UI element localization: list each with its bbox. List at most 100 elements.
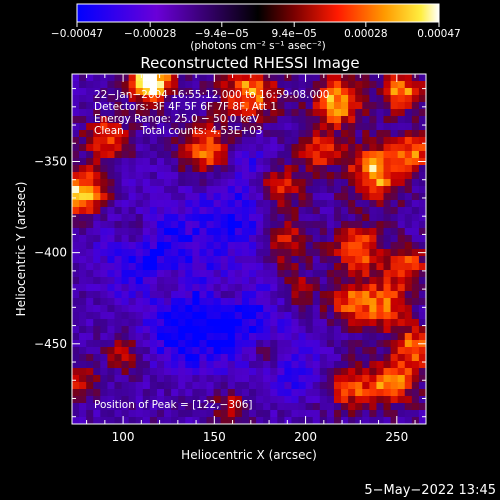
heatmap-cell [185,144,193,152]
heatmap-cell [397,249,406,257]
heatmap-cell [121,270,130,278]
heatmap-cell [390,95,399,103]
heatmap-cell [277,193,285,201]
heatmap-cell [341,382,349,390]
heatmap-cell [72,74,80,82]
heatmap-cell [369,158,377,166]
heatmap-cell [263,333,271,341]
heatmap-cell [114,326,122,334]
heatmap-cell [220,74,229,82]
heatmap-cell [164,102,172,110]
heatmap-cell [326,207,335,215]
heatmap-cell [199,375,207,383]
heatmap-cell [107,263,115,271]
heatmap-cell [164,207,172,215]
heatmap-cell [418,319,427,327]
heatmap-cell [86,235,94,243]
heatmap-cell [298,347,307,355]
heatmap-cell [291,235,299,243]
heatmap-cell [270,305,278,313]
heatmap-cell [234,95,243,103]
heatmap-cell [249,340,257,348]
heatmap-cell [249,326,257,334]
heatmap-cell [72,144,80,152]
heatmap-cell [149,221,158,229]
heatmap-cell [312,95,321,103]
heatmap-cell [411,368,420,376]
heatmap-cell [227,375,236,383]
heatmap-cell [220,312,229,320]
heatmap-cell [241,158,250,166]
heatmap-cell [333,221,342,229]
heatmap-cell [241,249,250,257]
heatmap-cell [142,207,151,215]
heatmap-cell [149,116,158,124]
heatmap-cell [72,375,80,383]
heatmap-cell [263,228,271,236]
heatmap-cell [234,200,243,208]
heatmap-cell [79,151,87,159]
heatmap-cell [383,410,391,418]
heatmap-cell [220,305,229,313]
heatmap-cell [192,375,200,383]
heatmap-cell [333,242,342,250]
heatmap-cell [362,368,370,376]
heatmap-cell [199,417,207,425]
heatmap-cell [213,249,222,257]
heatmap-cell [107,298,115,306]
heatmap-cell [333,298,342,306]
heatmap-cell [341,95,349,103]
heatmap-cell [270,256,278,264]
heatmap-cell [277,109,285,117]
heatmap-cell [291,165,299,173]
heatmap-cell [263,382,271,390]
heatmap-cell [156,368,165,376]
heatmap-cell [213,242,222,250]
heatmap-cell [390,333,399,341]
heatmap-cell [270,200,278,208]
heatmap-cell [234,312,243,320]
heatmap-cell [79,389,87,397]
heatmap-cell [298,235,307,243]
heatmap-cell [185,179,193,187]
heatmap-cell [263,137,271,145]
heatmap-cell [241,340,250,348]
heatmap-cell [312,144,321,152]
heatmap-cell [121,221,130,229]
heatmap-cell [142,242,151,250]
heatmap-cell [128,81,137,89]
heatmap-cell [249,375,257,383]
heatmap-cell [263,242,271,250]
heatmap-cell [72,312,80,320]
heatmap-cell [178,417,186,425]
heatmap-cell [411,158,420,166]
heatmap-cell [312,102,321,110]
heatmap-cell [171,242,179,250]
heatmap-cell [333,319,342,327]
heatmap-cell [376,382,384,390]
heatmap-cell [263,158,271,166]
heatmap-cell [234,165,243,173]
heatmap-cell [333,200,342,208]
heatmap-cell [348,165,356,173]
heatmap-cell [164,354,172,362]
heatmap-cell [397,417,406,425]
heatmap-cell [362,270,370,278]
y-tick-label: −400 [34,246,67,260]
heatmap-cell [156,214,165,222]
heatmap-cell [241,382,250,390]
heatmap-cell [291,361,299,369]
heatmap-cell [305,200,314,208]
heatmap-cell [249,319,257,327]
heatmap-cell [249,186,257,194]
heatmap-cell [333,354,342,362]
heatmap-cell [156,312,165,320]
heatmap-cell [397,144,406,152]
heatmap-cell [369,312,377,320]
heatmap-cell [142,319,151,327]
heatmap-cell [241,95,250,103]
heatmap-cell [404,312,413,320]
heatmap-cell [121,102,130,110]
heatmap-cell [135,137,144,145]
heatmap-cell [369,333,377,341]
